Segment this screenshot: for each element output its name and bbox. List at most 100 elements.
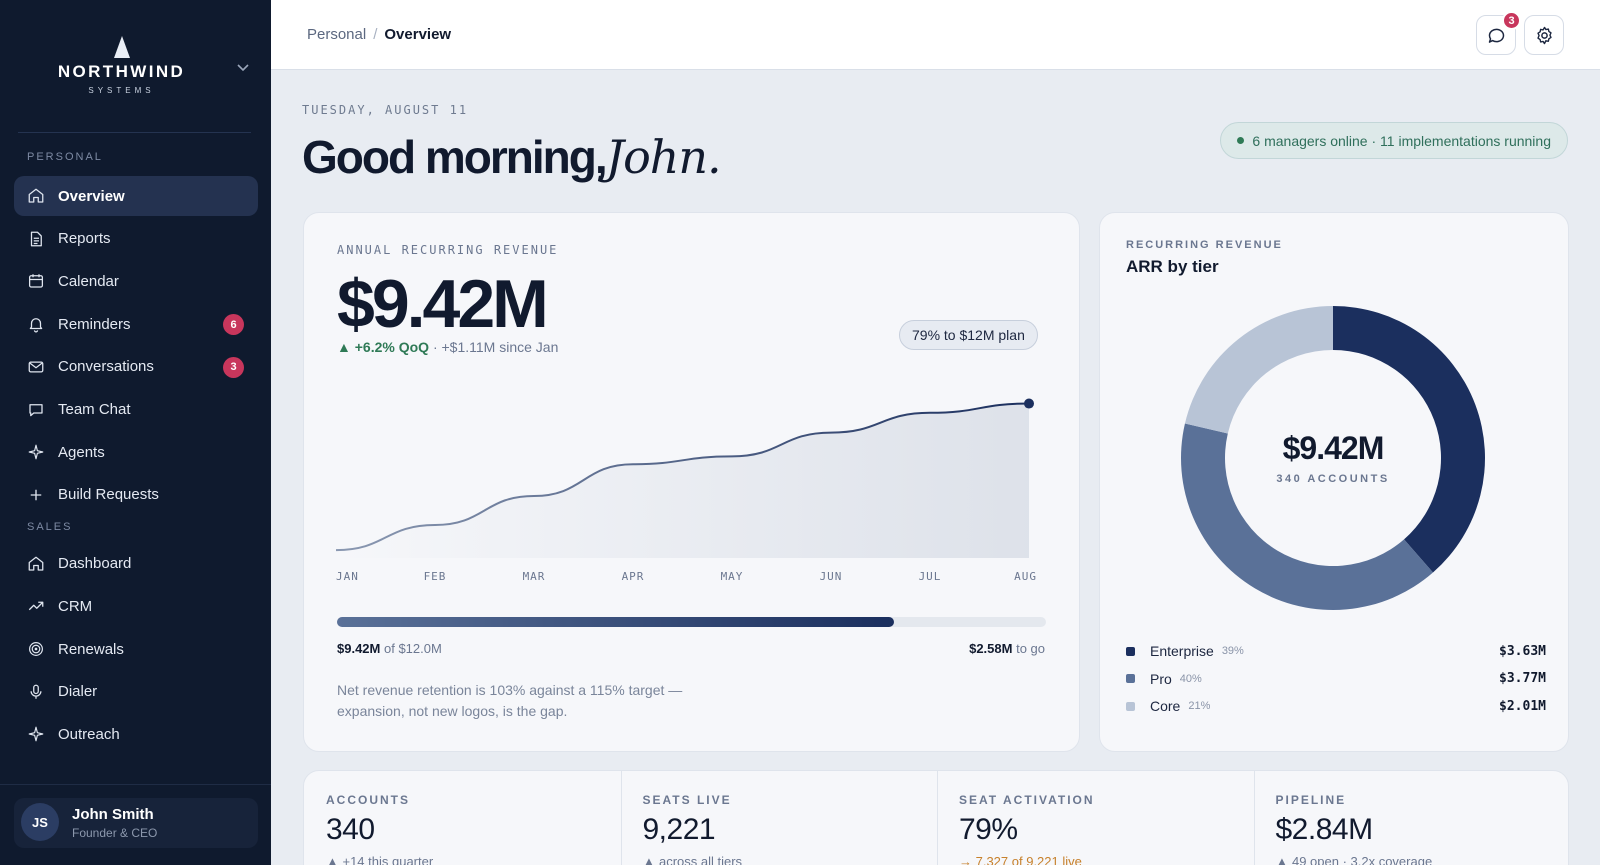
status-text: 6 managers online · 11 implementations r…	[1252, 132, 1551, 149]
mic-icon	[27, 683, 45, 701]
tier-label: RECURRING REVENUE	[1126, 239, 1283, 251]
sidebar-item-agents[interactable]: Agents	[14, 432, 258, 472]
kpi-divider	[620, 771, 622, 865]
arr-card: ANNUAL RECURRING REVENUE $9.42M ▲ +6.2% …	[303, 212, 1080, 752]
retention-note: Net revenue retention is 103% against a …	[337, 682, 683, 719]
topbar: Personal / Overview 3	[271, 0, 1600, 70]
kpi-pipeline: PIPELINE $2.84M ▲ 49 open · 3.2x coverage	[1254, 771, 1571, 865]
legend-swatch	[1126, 701, 1135, 711]
sidebar-item-label: Outreach	[58, 725, 120, 743]
greeting: Good morning,John.	[302, 130, 722, 184]
brand-name: NORTHWIND	[57, 62, 186, 81]
sidebar-item-overview[interactable]: Overview	[14, 176, 258, 216]
progress-to-go: to go	[1012, 641, 1045, 656]
sidebar-item-team-chat[interactable]: Team Chat	[14, 390, 258, 430]
donut-slice-core	[1184, 306, 1333, 434]
breadcrumb-separator: /	[373, 26, 378, 43]
avatar: JS	[21, 803, 59, 841]
sidebar-item-reminders[interactable]: Reminders 6	[14, 304, 258, 344]
sidebar-item-label: Dashboard	[58, 555, 132, 573]
kpi-label: ACCOUNTS	[326, 793, 410, 807]
kpi-value: $2.84M	[1275, 813, 1374, 846]
sidebar-item-label: Conversations	[58, 358, 154, 376]
x-tick-label: JUN	[820, 570, 843, 583]
sidebar-item-dashboard[interactable]: Dashboard	[14, 544, 258, 584]
chevron-down-icon[interactable]	[236, 60, 250, 74]
breadcrumb-parent[interactable]: Personal	[307, 26, 367, 43]
breadcrumb-current: Overview	[384, 26, 452, 43]
gear-icon	[1536, 26, 1552, 44]
sidebar-divider	[18, 132, 251, 133]
user-profile[interactable]: JS John Smith Founder & CEO	[14, 798, 258, 848]
legend-name: Pro	[1150, 670, 1172, 687]
sidebar-item-build-requests[interactable]: Build Requests	[14, 475, 258, 515]
sidebar-item-label: Renewals	[58, 640, 124, 658]
legend-amount: $3.63M	[1499, 643, 1546, 659]
kpi-label: PIPELINE	[1275, 793, 1347, 807]
legend-amount: $3.77M	[1499, 671, 1546, 686]
tier-donut-chart	[1181, 306, 1485, 610]
x-tick-label: FEB	[424, 570, 447, 583]
kpi-seat-activation: SEAT ACTIVATION 79% → 7,327 of 9,221 live	[937, 771, 1254, 865]
sidebar-item-reports[interactable]: Reports	[14, 219, 258, 259]
online-dot-icon	[1237, 137, 1245, 144]
kpi-sub: ▲ +14 this quarter	[326, 854, 434, 865]
legend-pct: 39%	[1221, 645, 1244, 657]
brand-sub: SYSTEMS	[88, 86, 155, 95]
sidebar-item-outreach[interactable]: Outreach	[14, 714, 258, 754]
sidebar-item-renewals[interactable]: Renewals	[14, 629, 258, 669]
greeting-text: Good morning,	[302, 131, 608, 183]
legend-item-pro: Pro 40% $3.77M	[1126, 669, 1546, 689]
sidebar-item-dialer[interactable]: Dialer	[14, 672, 258, 712]
kpi-value: 79%	[959, 813, 1018, 846]
x-tick-label: JUL	[919, 570, 942, 583]
sidebar-item-label: Calendar	[58, 272, 119, 290]
greeting-name: John.	[605, 130, 722, 184]
legend-name: Core	[1150, 698, 1181, 714]
x-tick-label: JAN	[336, 570, 359, 583]
sidebar-item-label: CRM	[58, 597, 93, 615]
kpi-sub: → 7,327 of 9,221 live	[959, 854, 1082, 865]
progress-current-value: $9.42M	[337, 641, 381, 656]
kpi-divider	[1253, 771, 1255, 865]
legend-pct: 21%	[1188, 700, 1211, 712]
home-icon	[27, 187, 45, 205]
sidebar-item-label: Overview	[58, 187, 125, 205]
kpi-value: 340	[326, 813, 375, 846]
logo-mark-icon	[113, 36, 130, 58]
chat-bubble-icon	[1488, 28, 1504, 43]
settings-button[interactable]	[1524, 15, 1564, 55]
kpi-seats-live: SEATS LIVE 9,221 ▲ across all tiers	[621, 771, 938, 865]
sidebar-item-label: Dialer	[58, 683, 98, 701]
trend-icon	[27, 597, 45, 615]
x-tick-label: APR	[622, 570, 645, 583]
sidebar-item-label: Agents	[58, 443, 105, 461]
sparkle-icon	[27, 725, 45, 743]
brand-logo[interactable]: NORTHWIND SYSTEMS	[0, 36, 243, 95]
count-badge: 3	[223, 356, 244, 378]
x-tick-label: MAR	[523, 570, 546, 583]
status-pill: 6 managers online · 11 implementations r…	[1220, 122, 1568, 159]
sidebar-section-label: SALES	[27, 520, 73, 533]
kpi-strip: ACCOUNTS 340 ▲ +14 this quarter SEATS LIVE 9…	[303, 770, 1569, 865]
sidebar-footer-divider	[0, 784, 271, 785]
legend-item-enterprise: Enterprise 39% $3.63M	[1126, 641, 1546, 661]
sidebar-item-label: Reminders	[58, 315, 131, 333]
count-badge: 6	[223, 314, 244, 336]
progress-remaining-value: $2.58M	[969, 641, 1013, 656]
plan-progress-fill	[337, 617, 894, 627]
arr-delta: ▲ +6.2% QoQ · +$1.11M since Jan	[337, 339, 558, 355]
kpi-accounts: ACCOUNTS 340 ▲ +14 this quarter	[304, 771, 621, 865]
legend-amount: $2.01M	[1499, 698, 1546, 714]
sidebar-item-crm[interactable]: CRM	[14, 586, 258, 626]
kpi-label: SEATS LIVE	[642, 793, 732, 807]
sidebar-item-conversations[interactable]: Conversations 3	[14, 347, 258, 387]
line-chart-area	[336, 403, 1029, 558]
calendar-icon	[27, 272, 45, 290]
bell-icon	[27, 315, 45, 333]
sidebar-item-calendar[interactable]: Calendar	[14, 261, 258, 301]
messages-button[interactable]: 3	[1476, 11, 1521, 55]
legend-swatch	[1126, 646, 1135, 656]
document-icon	[27, 230, 45, 248]
line-chart-series	[335, 402, 1030, 552]
